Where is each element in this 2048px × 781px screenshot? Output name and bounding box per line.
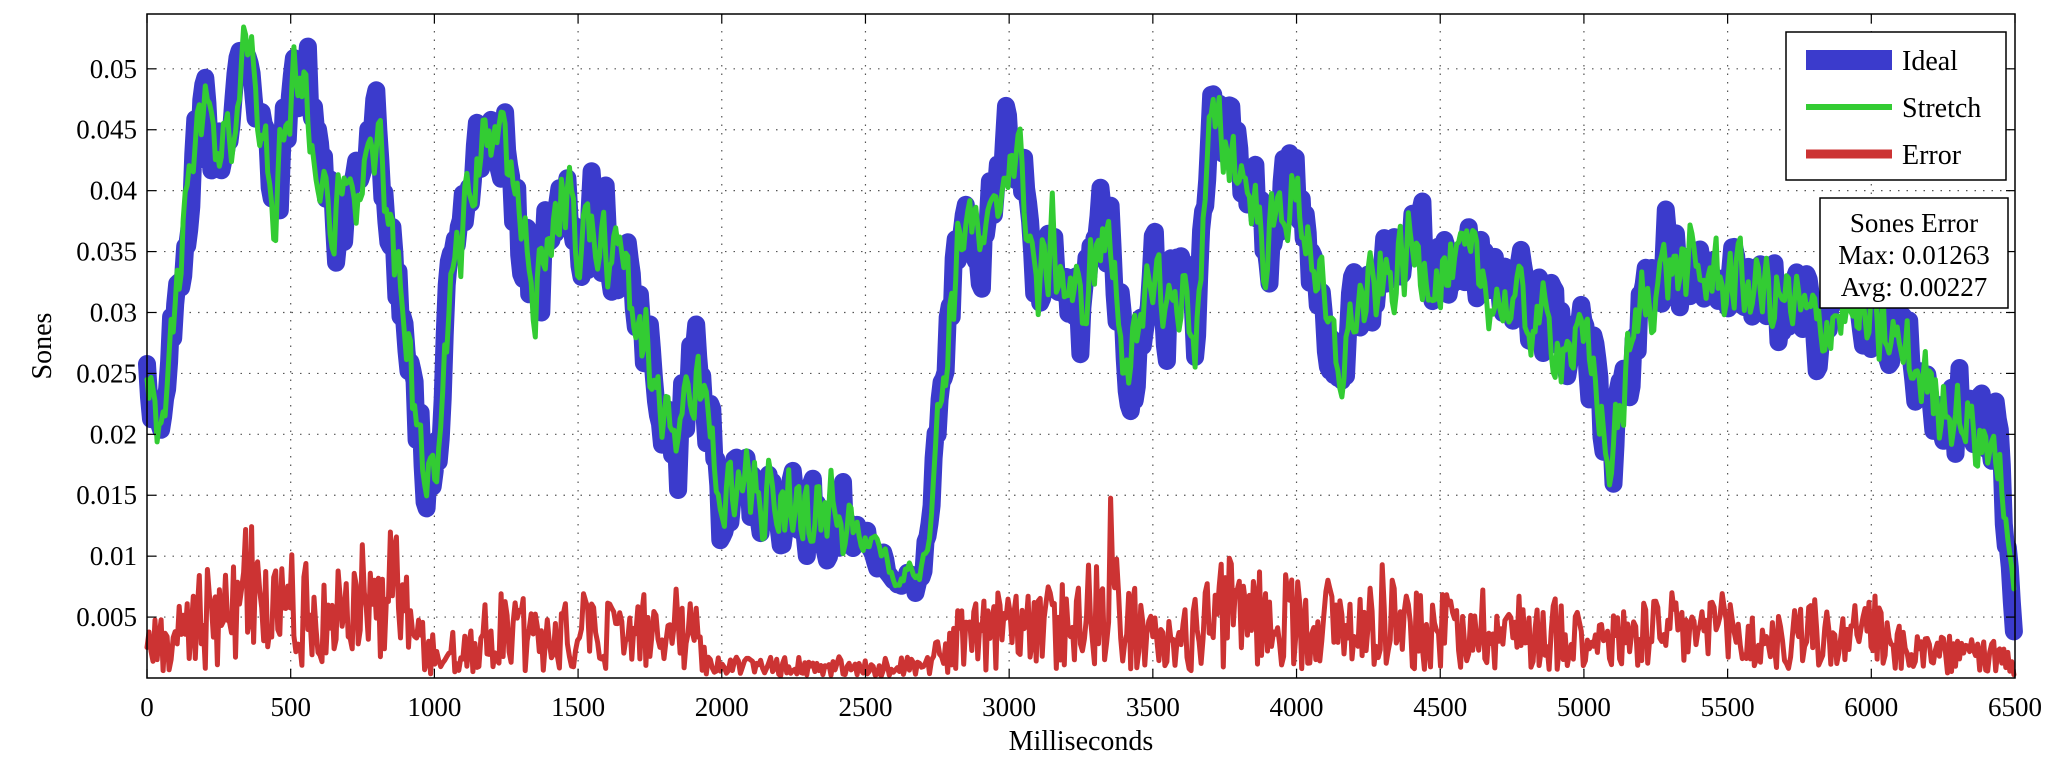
series-layer — [138, 24, 2023, 679]
legend-label-ideal: Ideal — [1902, 46, 1958, 77]
y-tick-label: 0.03 — [90, 297, 137, 327]
x-tick-label: 0 — [140, 692, 154, 722]
legend: Ideal Stretch Error — [1785, 31, 2007, 181]
y-tick-label: 0.045 — [76, 115, 137, 145]
stats-avg: Avg: 0.00227 — [1841, 272, 1988, 302]
x-tick-label: 500 — [270, 692, 311, 722]
y-tick-label: 0.005 — [76, 602, 137, 632]
stretch-series-line — [144, 24, 2017, 592]
x-tick-label: 3500 — [1126, 692, 1180, 722]
y-axis-title: Sones — [27, 313, 58, 380]
x-tick-label: 1500 — [551, 692, 605, 722]
y-tick-label: 0.015 — [76, 480, 137, 510]
y-tick-label: 0.035 — [76, 237, 137, 267]
legend-label-error: Error — [1902, 140, 1962, 171]
x-tick-label: 5500 — [1701, 692, 1755, 722]
axis-ticks: 0 500 1000 1500 2000 2500 3000 3500 4000 4500 5000… — [76, 14, 2042, 722]
x-tick-label: 4500 — [1413, 692, 1467, 722]
x-tick-label: 6000 — [1844, 692, 1898, 722]
x-tick-label: 2000 — [695, 692, 749, 722]
x-tick-label: 1000 — [407, 692, 461, 722]
y-tick-label: 0.05 — [90, 54, 137, 84]
x-tick-label: 4000 — [1270, 692, 1324, 722]
stats-max: Max: 0.01263 — [1838, 240, 1990, 270]
x-tick-label: 5000 — [1557, 692, 1611, 722]
plot-frame — [146, 13, 2016, 679]
sones-error-stats: Sones Error Max: 0.01263 Avg: 0.00227 — [1819, 197, 2009, 309]
stats-box — [1819, 197, 2009, 309]
x-tick-label: 6500 — [1988, 692, 2042, 722]
stats-title: Sones Error — [1850, 208, 1978, 238]
legend-label-stretch: Stretch — [1902, 93, 1981, 124]
y-tick-label: 0.01 — [90, 541, 137, 571]
x-tick-label: 2500 — [838, 692, 892, 722]
x-axis-title: Milliseconds — [1009, 726, 1154, 757]
error-series-line — [144, 495, 2017, 679]
y-tick-label: 0.04 — [90, 176, 138, 206]
x-tick-label: 3000 — [982, 692, 1036, 722]
y-tick-label: 0.02 — [90, 419, 137, 449]
y-tick-label: 0.025 — [76, 358, 137, 388]
